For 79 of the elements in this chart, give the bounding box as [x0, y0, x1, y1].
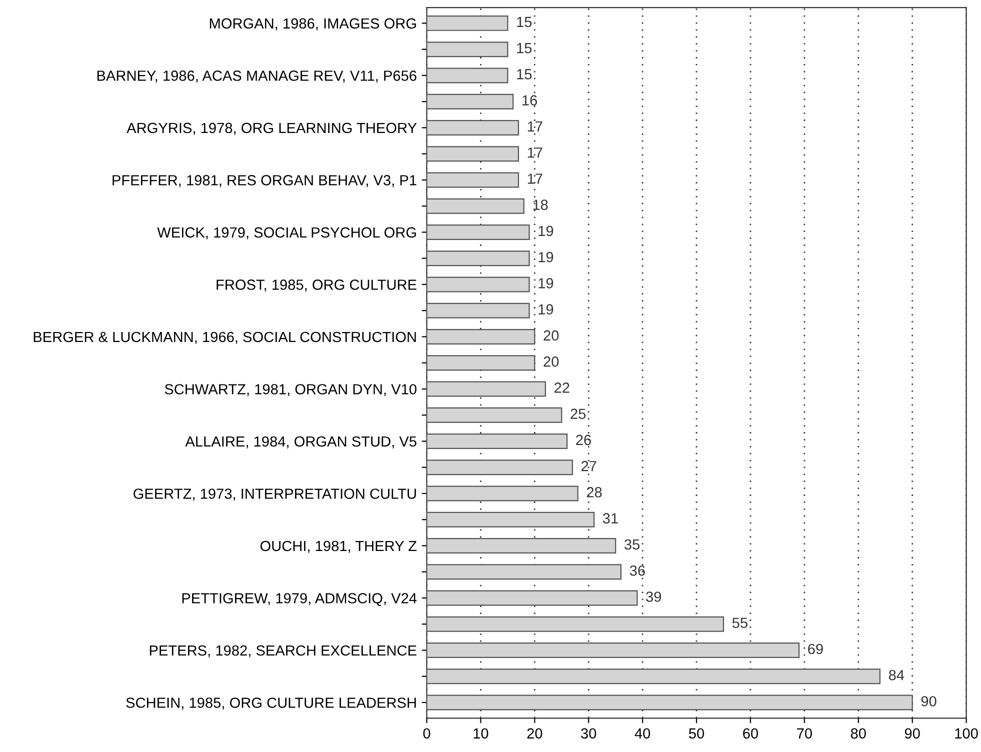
data-label: 35 [624, 539, 640, 550]
data-label: 15 [517, 69, 532, 80]
bar [426, 642, 800, 658]
data-label: 15 [517, 16, 532, 28]
y-tick-label: WEICK, 1979, SOCIAL PSYCHOL ORG [157, 227, 416, 240]
y-tick-label: BERGER & LUCKMANN, 1966, SOCIAL CONSTRUCTION [34, 332, 416, 344]
bar [426, 146, 520, 162]
data-label: 20 [544, 330, 559, 341]
data-label: 19 [538, 304, 554, 314]
data-label: 17 [528, 174, 542, 184]
data-label: 90 [921, 696, 936, 706]
bar [426, 328, 536, 344]
data-label: 19 [538, 278, 554, 288]
data-label: 31 [602, 513, 618, 524]
data-label: 69 [808, 644, 823, 654]
bar [426, 564, 622, 580]
bar [426, 94, 514, 110]
data-label: 27 [581, 460, 596, 472]
data-label: 55 [732, 618, 748, 628]
y-tick-label: BARNEY, 1986, ACAS MANAGE REV, V11, P656 [97, 70, 416, 83]
bar [426, 15, 508, 31]
bar [426, 668, 881, 684]
data-label: 36 [630, 565, 645, 576]
y-tick-label: ALLAIRE, 1984, ORGAN STUD, V5 [185, 436, 416, 448]
data-label: 19 [538, 226, 554, 236]
bar [426, 433, 568, 449]
x-tick-label: 100 [955, 728, 978, 739]
bar [426, 276, 530, 292]
y-tick-label: FROST, 1985, ORG CULTURE [216, 280, 416, 292]
x-tick-label: 50 [688, 728, 704, 739]
data-label: 20 [544, 356, 559, 367]
y-tick-label: PETTIGREW, 1979, ADMSCIQ, V24 [182, 593, 417, 606]
bar [426, 68, 508, 84]
x-tick-label: 70 [797, 728, 812, 739]
bar [426, 172, 520, 188]
y-tick-label: PFEFFER, 1981, RES ORGAN BEHAV, V3, P1 [112, 175, 416, 188]
data-label: 25 [570, 408, 586, 420]
data-label: 19 [538, 252, 554, 262]
y-tick-label: ARGYRIS, 1978, ORG LEARNING THEORY [126, 122, 417, 135]
data-label: 28 [586, 487, 602, 498]
bar [426, 355, 536, 371]
data-label: 16 [522, 95, 537, 106]
y-tick-label: SCHEIN, 1985, ORG CULTURE LEADERSH [126, 698, 416, 710]
y-tick-label: PETERS, 1982, SEARCH EXCELLENCE [150, 645, 416, 658]
bar [426, 486, 578, 502]
x-tick-label: 10 [474, 728, 488, 739]
x-tick-label: 60 [743, 728, 758, 739]
data-label: 39 [646, 592, 662, 602]
x-tick-label: 30 [581, 728, 596, 739]
bar [426, 538, 616, 554]
bar [426, 407, 562, 423]
bar [426, 198, 524, 214]
bar [426, 302, 530, 318]
x-tick-label: 0 [423, 728, 430, 739]
bar [426, 120, 520, 136]
bar [426, 590, 638, 606]
bar [426, 694, 913, 710]
x-tick-label: 80 [850, 728, 866, 739]
bar [426, 616, 724, 632]
data-label: 22 [554, 382, 570, 393]
y-tick-label: SCHWARTZ, 1981, ORGAN DYN, V10 [164, 384, 416, 396]
x-tick-label: 90 [904, 728, 920, 739]
bar [426, 250, 530, 266]
data-label: 26 [576, 434, 591, 446]
bar [426, 42, 508, 58]
y-tick-label: OUCHI, 1981, THERY Z [260, 540, 417, 553]
data-label: 84 [888, 670, 904, 680]
bar [426, 460, 573, 476]
bar [426, 224, 530, 240]
bar [426, 512, 595, 528]
data-label: 18 [533, 200, 548, 210]
bar [426, 381, 546, 397]
y-tick-label: GEERTZ, 1973, INTERPRETATION CULTU [134, 488, 416, 501]
data-label: 17 [528, 148, 542, 158]
data-label: 15 [517, 43, 532, 54]
data-label: 17 [528, 121, 542, 132]
x-tick-label: 40 [634, 728, 650, 739]
x-tick-label: 20 [527, 728, 542, 739]
y-tick-label: MORGAN, 1986, IMAGES ORG [210, 18, 416, 30]
